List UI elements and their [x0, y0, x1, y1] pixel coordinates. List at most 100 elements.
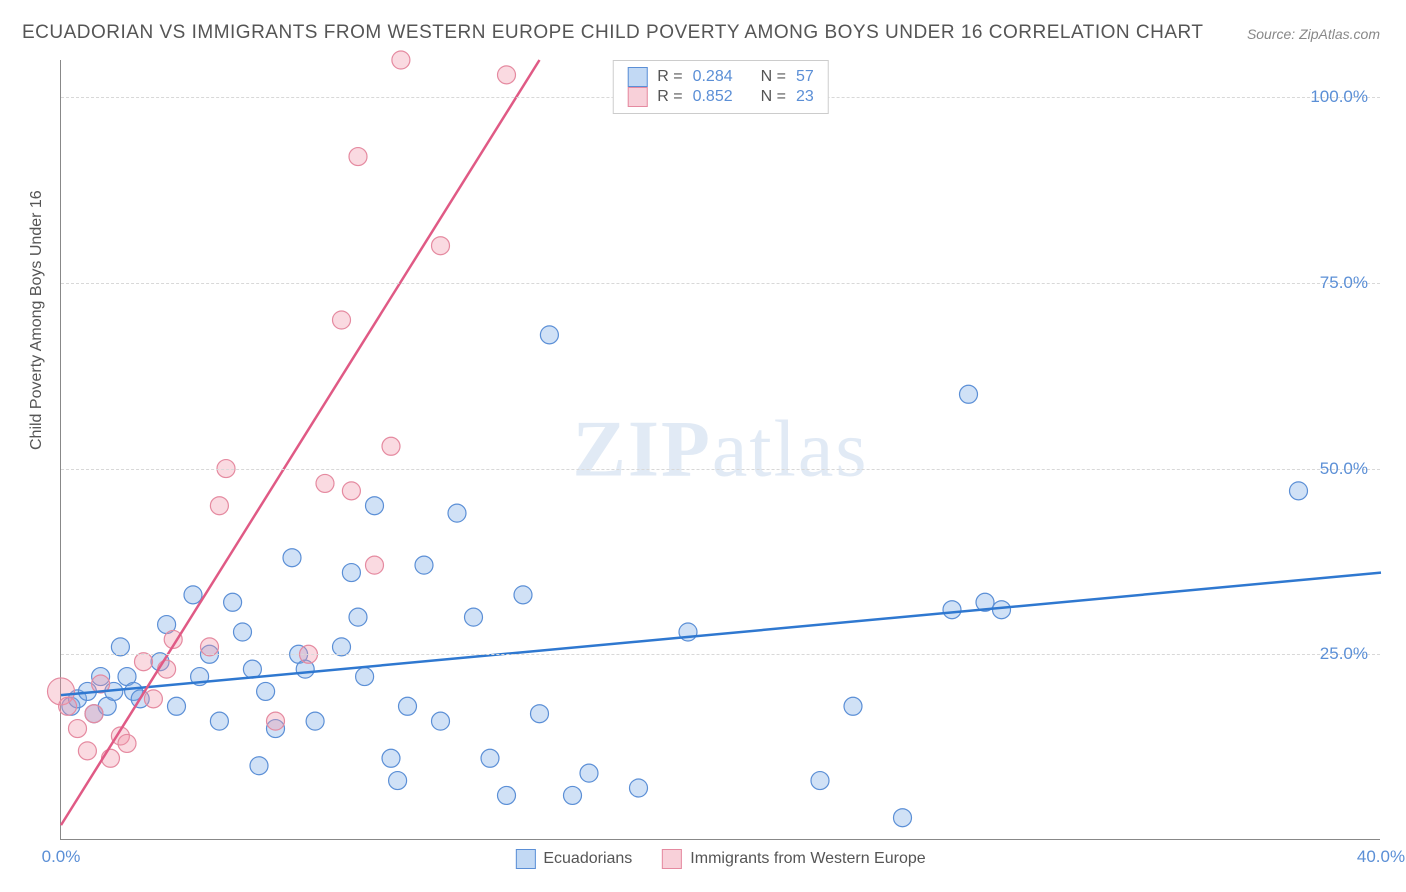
scatter-point — [333, 638, 351, 656]
scatter-point — [342, 482, 360, 500]
scatter-point — [993, 601, 1011, 619]
scatter-point — [78, 682, 96, 700]
scatter-point — [85, 705, 103, 723]
chart-title: ECUADORIAN VS IMMIGRANTS FROM WESTERN EU… — [22, 22, 1203, 44]
scatter-point — [118, 668, 136, 686]
scatter-point — [191, 668, 209, 686]
scatter-point — [811, 772, 829, 790]
chart-svg — [61, 60, 1380, 839]
scatter-point — [342, 564, 360, 582]
stats-n-value: 57 — [796, 68, 814, 86]
stats-swatch-blue — [627, 67, 647, 87]
scatter-point — [630, 779, 648, 797]
scatter-point — [349, 148, 367, 166]
scatter-point — [415, 556, 433, 574]
grid-line — [61, 469, 1380, 470]
stats-n-label: N = — [761, 68, 786, 86]
scatter-point — [960, 385, 978, 403]
scatter-point — [69, 690, 87, 708]
stats-n-value: 23 — [796, 88, 814, 106]
stats-row: R = 0.284 N = 57 — [627, 67, 814, 87]
scatter-point — [102, 749, 120, 767]
scatter-point — [59, 697, 77, 715]
scatter-point — [164, 630, 182, 648]
scatter-point — [976, 593, 994, 611]
stats-box: R = 0.284 N = 57 R = 0.852 N = 23 — [612, 60, 829, 114]
scatter-point — [316, 474, 334, 492]
scatter-point — [432, 712, 450, 730]
stats-r-value: 0.284 — [693, 68, 733, 86]
scatter-point — [399, 697, 417, 715]
watermark-light: atlas — [712, 405, 869, 493]
scatter-point — [679, 623, 697, 641]
legend-swatch-pink — [662, 849, 682, 869]
scatter-point — [105, 682, 123, 700]
scatter-point — [465, 608, 483, 626]
scatter-point — [131, 690, 149, 708]
scatter-point — [184, 586, 202, 604]
scatter-point — [498, 66, 516, 84]
scatter-point — [349, 608, 367, 626]
watermark: ZIPatlas — [573, 404, 869, 495]
scatter-point — [448, 504, 466, 522]
scatter-point — [306, 712, 324, 730]
y-axis-label: Child Poverty Among Boys Under 16 — [28, 190, 46, 450]
scatter-point — [382, 437, 400, 455]
scatter-point — [296, 660, 314, 678]
scatter-point — [125, 682, 143, 700]
source-label: Source: ZipAtlas.com — [1247, 26, 1380, 42]
trend-line — [61, 573, 1381, 696]
scatter-point — [366, 556, 384, 574]
scatter-point — [894, 809, 912, 827]
scatter-point — [78, 742, 96, 760]
legend-item: Immigrants from Western Europe — [662, 849, 925, 869]
scatter-point — [943, 601, 961, 619]
scatter-point — [92, 675, 110, 693]
scatter-point — [389, 772, 407, 790]
plot-area: ZIPatlas R = 0.284 N = 57 R = 0.852 N = … — [60, 60, 1380, 840]
legend-swatch-blue — [515, 849, 535, 869]
scatter-point — [382, 749, 400, 767]
legend-item: Ecuadorians — [515, 849, 632, 869]
legend-bottom: Ecuadorians Immigrants from Western Euro… — [515, 849, 925, 869]
scatter-point — [144, 690, 162, 708]
scatter-point — [267, 720, 285, 738]
scatter-point — [234, 623, 252, 641]
scatter-point — [498, 786, 516, 804]
scatter-point — [168, 697, 186, 715]
grid-line — [61, 283, 1380, 284]
scatter-point — [210, 497, 228, 515]
scatter-point — [432, 237, 450, 255]
scatter-point — [366, 497, 384, 515]
scatter-point — [283, 549, 301, 567]
scatter-point — [1290, 482, 1308, 500]
scatter-point — [62, 697, 80, 715]
scatter-point — [85, 705, 103, 723]
scatter-point — [201, 638, 219, 656]
grid-line — [61, 654, 1380, 655]
stats-r-value: 0.852 — [693, 88, 733, 106]
scatter-point — [111, 727, 129, 745]
scatter-point — [111, 638, 129, 656]
scatter-point — [267, 712, 285, 730]
scatter-point — [243, 660, 261, 678]
scatter-point — [531, 705, 549, 723]
scatter-point — [224, 593, 242, 611]
scatter-point — [540, 326, 558, 344]
scatter-point — [564, 786, 582, 804]
scatter-point — [580, 764, 598, 782]
x-tick-label: 40.0% — [1357, 847, 1405, 867]
legend-label: Ecuadorians — [543, 850, 632, 868]
watermark-bold: ZIP — [573, 405, 712, 493]
scatter-point — [48, 678, 75, 705]
scatter-point — [333, 311, 351, 329]
stats-swatch-pink — [627, 87, 647, 107]
scatter-point — [210, 712, 228, 730]
scatter-point — [151, 653, 169, 671]
scatter-point — [356, 668, 374, 686]
scatter-point — [135, 653, 153, 671]
x-tick-label: 0.0% — [42, 847, 81, 867]
scatter-point — [481, 749, 499, 767]
stats-n-label: N = — [761, 88, 786, 106]
scatter-point — [514, 586, 532, 604]
